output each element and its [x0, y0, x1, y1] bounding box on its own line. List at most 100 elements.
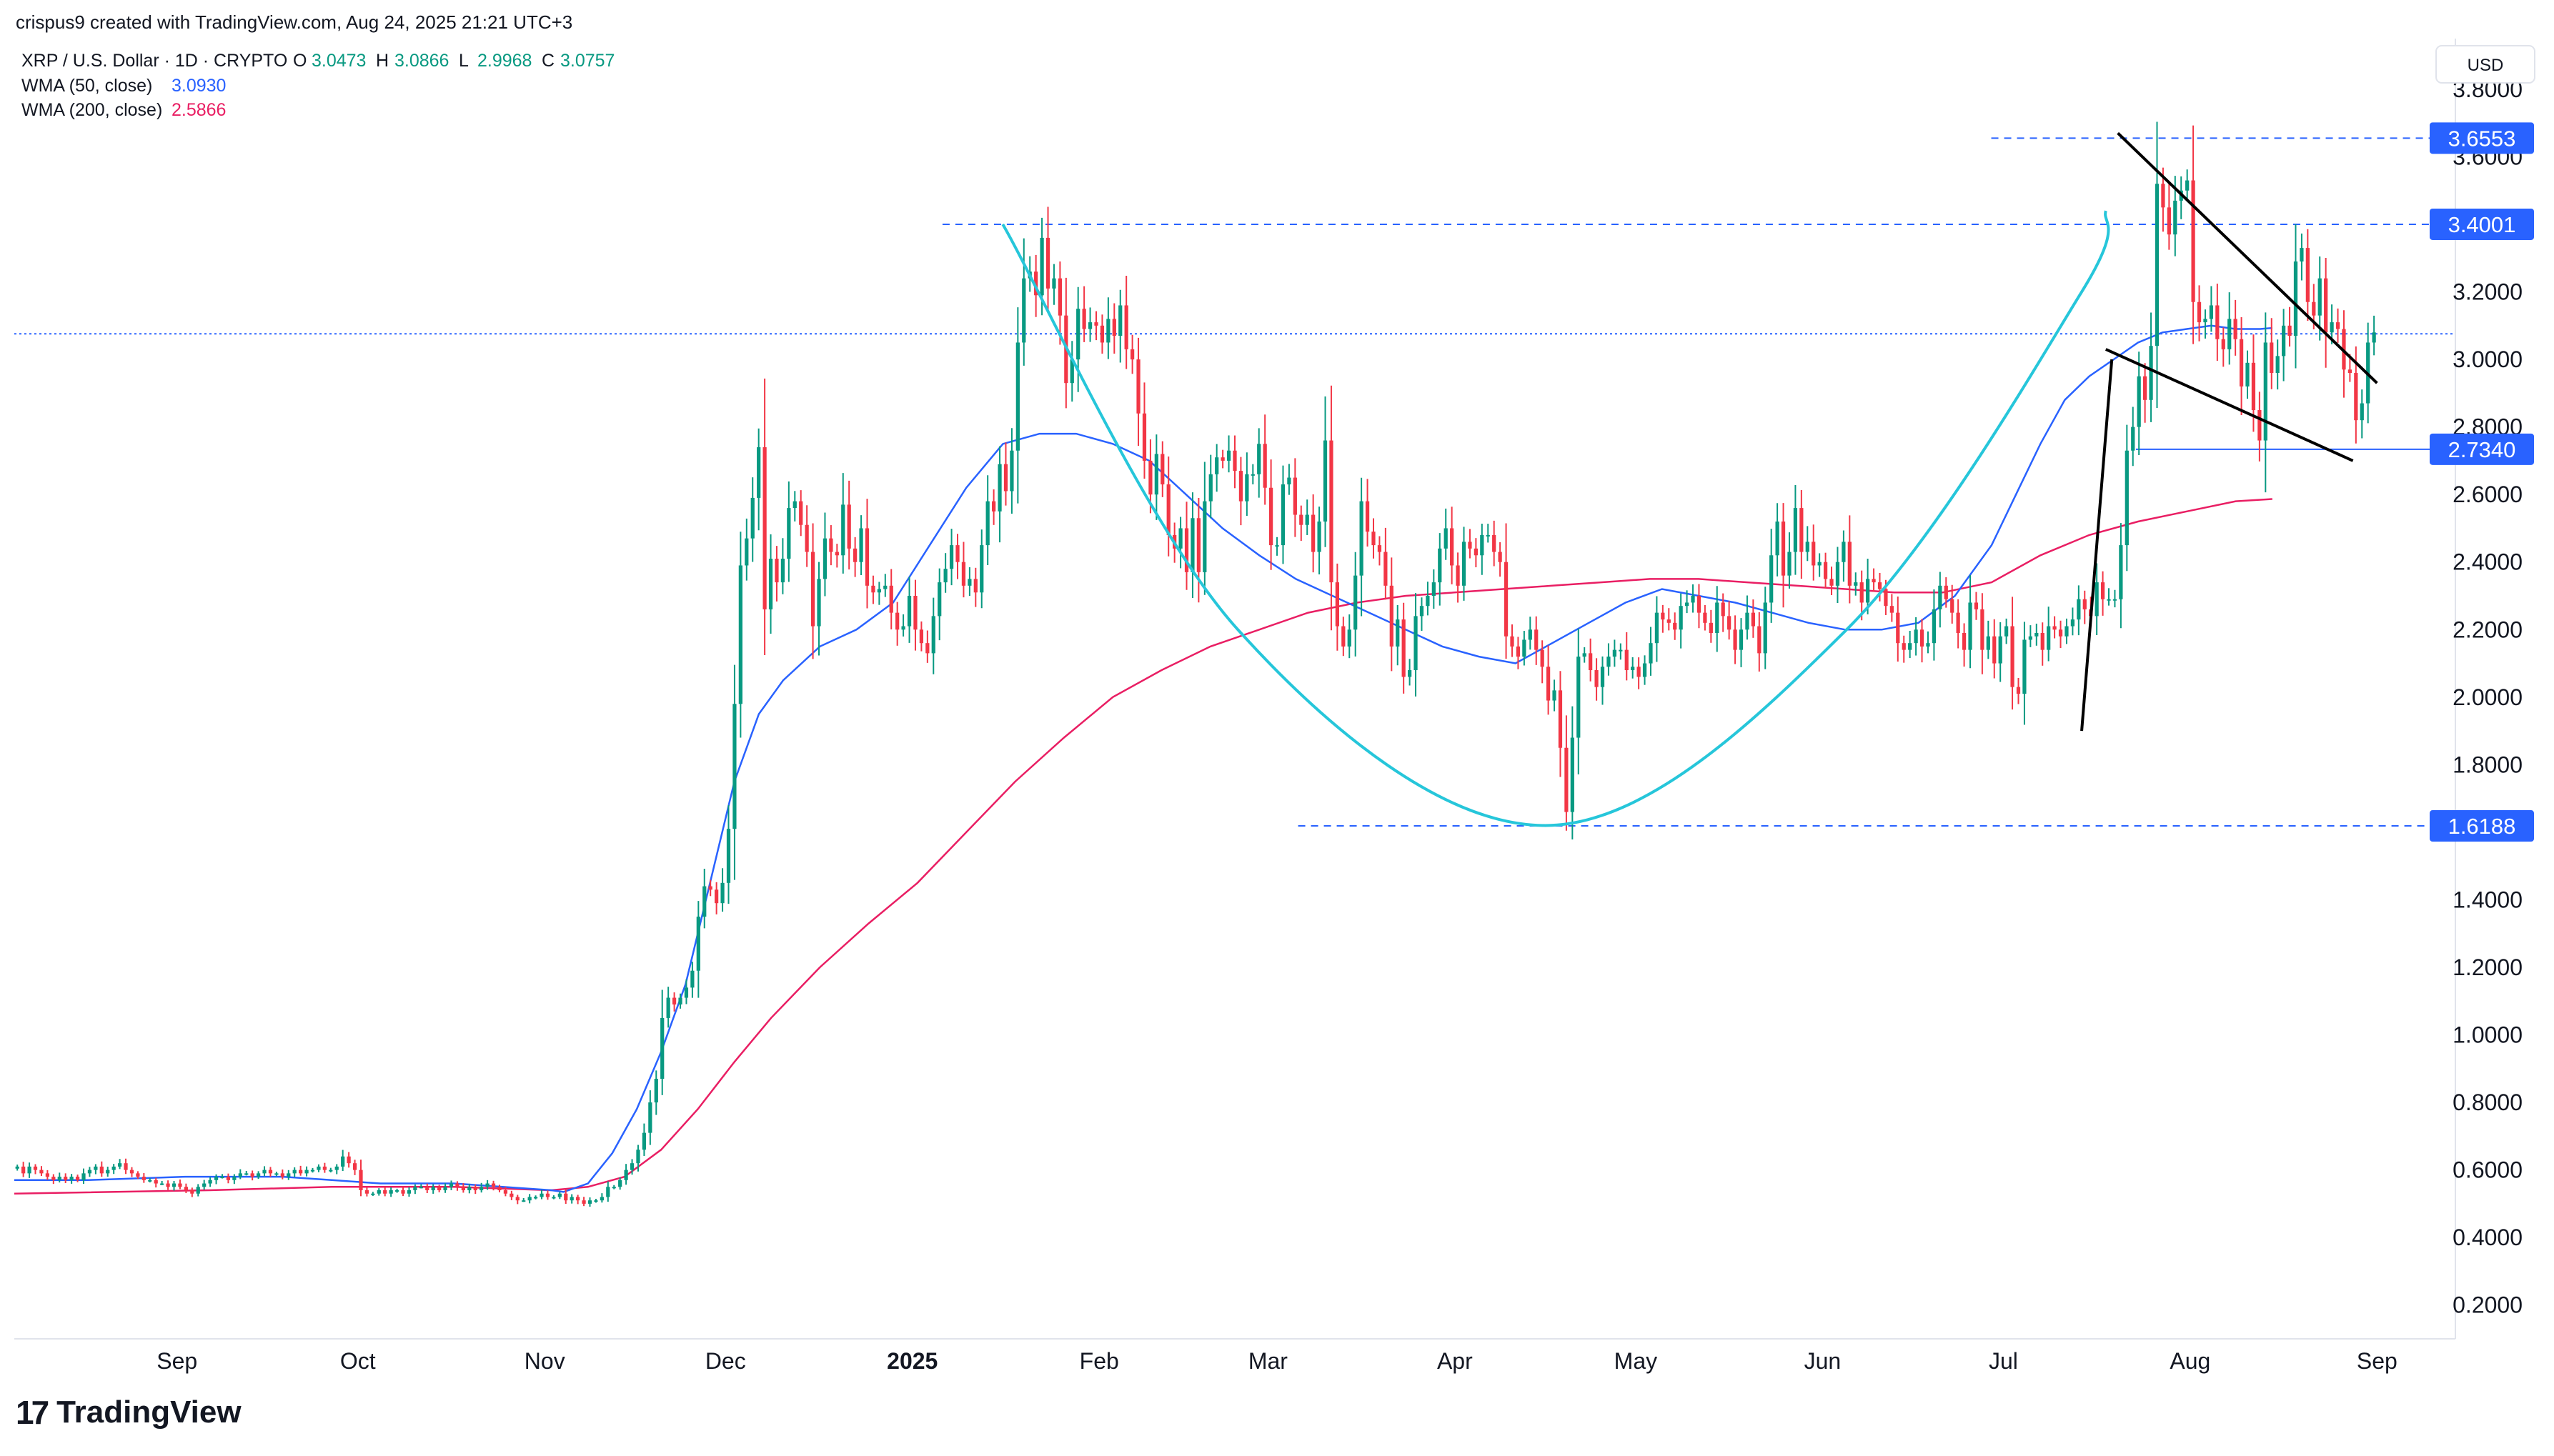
candle [1221, 449, 1225, 469]
price-label-text: 1.6188 [2448, 814, 2516, 839]
candle [1974, 592, 1979, 620]
candle [853, 537, 858, 577]
candle-body [1389, 585, 1393, 647]
candle-body [2335, 322, 2340, 329]
candle-body [2221, 339, 2225, 349]
candle [1419, 597, 1424, 632]
candle-body [1564, 747, 1569, 812]
candle [799, 490, 803, 537]
candle-body [630, 1163, 635, 1170]
candle [1914, 617, 1918, 656]
candle [347, 1152, 351, 1168]
candle [1835, 547, 1840, 604]
candle-body [2191, 180, 2195, 302]
candle-body [895, 612, 900, 630]
candle-body [1812, 542, 1816, 566]
candle [859, 515, 863, 576]
candle [1606, 643, 1611, 676]
candle [1130, 334, 1135, 374]
candle-body [847, 504, 851, 549]
candle-body [1299, 514, 1303, 525]
candle-body [341, 1156, 345, 1167]
candle [998, 446, 1002, 543]
candle-body [1100, 325, 1105, 343]
tradingview-logo[interactable]: 17 TradingView [16, 1393, 242, 1432]
candle [1504, 523, 1509, 659]
candle [491, 1180, 496, 1191]
candle [817, 562, 821, 656]
candle-body [931, 616, 935, 654]
candle-body [214, 1177, 219, 1180]
candle [2095, 563, 2099, 635]
candle-body [1058, 278, 1063, 316]
candle [425, 1183, 429, 1194]
candle [1268, 459, 1273, 570]
candle-body [780, 559, 785, 583]
candle-body [1944, 585, 1948, 599]
price-labels: 3.6553 3.4001 2.7340 1.6188 [2430, 122, 2534, 842]
candle-body [1238, 471, 1243, 502]
candle-body [1962, 633, 1967, 650]
candle-body [587, 1200, 592, 1204]
candle-body [1094, 322, 1098, 326]
candle-body [1161, 454, 1165, 484]
candle [2227, 292, 2232, 365]
candle-body [425, 1187, 429, 1190]
candle [1805, 526, 1809, 562]
candle-body [1154, 454, 1158, 495]
candle [419, 1184, 423, 1189]
candle [87, 1167, 92, 1177]
currency-button[interactable]: USD [2435, 45, 2535, 84]
candle-body [51, 1177, 56, 1180]
candle [1082, 286, 1086, 342]
candle-body [1582, 653, 1586, 657]
candle [27, 1162, 31, 1178]
candle-body [1781, 522, 1786, 576]
candle-body [2360, 403, 2364, 421]
candle-body [2305, 248, 2310, 302]
candle-body [533, 1197, 538, 1199]
candle-body [304, 1170, 309, 1174]
candle-body [1721, 602, 1725, 617]
candle [1353, 552, 1358, 657]
candle [196, 1184, 200, 1197]
symbol-title[interactable]: XRP / U.S. Dollar · 1D · CRYPTO [21, 51, 287, 71]
candle [394, 1188, 399, 1193]
candle-body [1992, 636, 1997, 664]
ohlc-label: C [542, 51, 555, 71]
candle [2112, 589, 2117, 608]
candle [2305, 229, 2310, 321]
candle-body [1649, 643, 1653, 664]
candle-body [1263, 444, 1267, 488]
candle-body [1184, 528, 1189, 572]
candle-body [359, 1170, 363, 1190]
candle [2131, 407, 2135, 467]
candle-body [799, 501, 803, 525]
candle [1450, 507, 1454, 584]
candle [2028, 625, 2032, 647]
candle [992, 489, 996, 525]
price-axis[interactable]: 0.2000 0.4000 0.6000 0.8000 1.0000 1.2000 1.40… [2430, 39, 2534, 1339]
candle-body [1666, 619, 1671, 623]
candle [334, 1164, 339, 1175]
candle [2324, 257, 2328, 368]
candle-body [154, 1180, 158, 1184]
candle-body [202, 1183, 207, 1187]
candle [564, 1189, 568, 1204]
candle [2275, 339, 2280, 390]
candle-body [1226, 450, 1231, 461]
candle-body [1178, 528, 1183, 549]
candle-body [497, 1187, 502, 1190]
candle [2282, 309, 2286, 382]
candle-body [1215, 457, 1219, 474]
candle-body [419, 1187, 423, 1189]
indicator-value: 2.5866 [172, 100, 226, 120]
time-axis[interactable]: Sep Oct Nov Dec 2025 Feb Mar Apr May Jun Jul Aug Sep [14, 1338, 2455, 1374]
candle-body [1703, 612, 1707, 623]
candle [443, 1183, 447, 1193]
indicator-value: 3.0930 [172, 76, 226, 96]
candle [690, 962, 695, 998]
price-tick-label: 1.8000 [2453, 752, 2523, 777]
candle [503, 1187, 508, 1197]
candle [455, 1181, 459, 1191]
